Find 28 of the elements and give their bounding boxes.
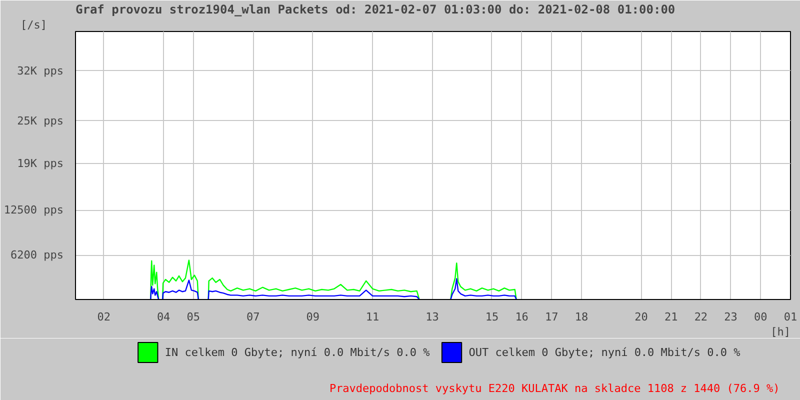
x-tick-label: 15 bbox=[485, 310, 499, 324]
y-tick-label: 6200 pps bbox=[10, 248, 64, 262]
x-tick-label: 17 bbox=[545, 310, 558, 324]
x-tick-label: 00 bbox=[754, 310, 768, 324]
x-tick-label: 23 bbox=[724, 310, 738, 324]
legend-label: OUT celkem 0 Gbyte; nyní 0.0 Mbit/s 0.0 % bbox=[468, 346, 741, 359]
y-axis-title: [/s] bbox=[20, 18, 47, 32]
x-tick-label: 07 bbox=[246, 310, 260, 324]
x-tick-label: 13 bbox=[426, 310, 439, 324]
y-tick-label: 12500 pps bbox=[4, 204, 64, 217]
x-tick-label: 01 bbox=[784, 310, 798, 324]
x-tick-label: 22 bbox=[694, 310, 708, 324]
y-tick-label: 19K pps bbox=[17, 157, 64, 170]
x-tick-label: 09 bbox=[306, 310, 320, 324]
x-tick-label: 18 bbox=[574, 310, 588, 324]
chart-title: Graf provozu stroz1904_wlan Packets od: 2021-02-07 01:03:00 do: 2021-02-08 01:00:00 bbox=[76, 2, 676, 16]
x-tick-label: 11 bbox=[366, 310, 380, 324]
x-tick-label: 20 bbox=[634, 310, 648, 324]
y-tick-label: 32K pps bbox=[17, 64, 64, 78]
text: Pravdepodobnost vyskytu E220 KULATAK na skladce 1108 z 1440 (76.9 %) bbox=[329, 382, 780, 395]
x-tick-label: 02 bbox=[97, 310, 110, 324]
y-tick-label: 25K pps bbox=[17, 114, 64, 128]
x-tick-label: 05 bbox=[186, 310, 200, 324]
x-axis-title: [h] bbox=[770, 326, 791, 338]
x-tick-label: 04 bbox=[156, 310, 171, 324]
legend-label: IN celkem 0 Gbyte; nyní 0.0 Mbit/s 0.0 % bbox=[164, 346, 430, 359]
x-tick-label: 16 bbox=[515, 310, 528, 324]
x-tick-label: 21 bbox=[664, 310, 678, 324]
